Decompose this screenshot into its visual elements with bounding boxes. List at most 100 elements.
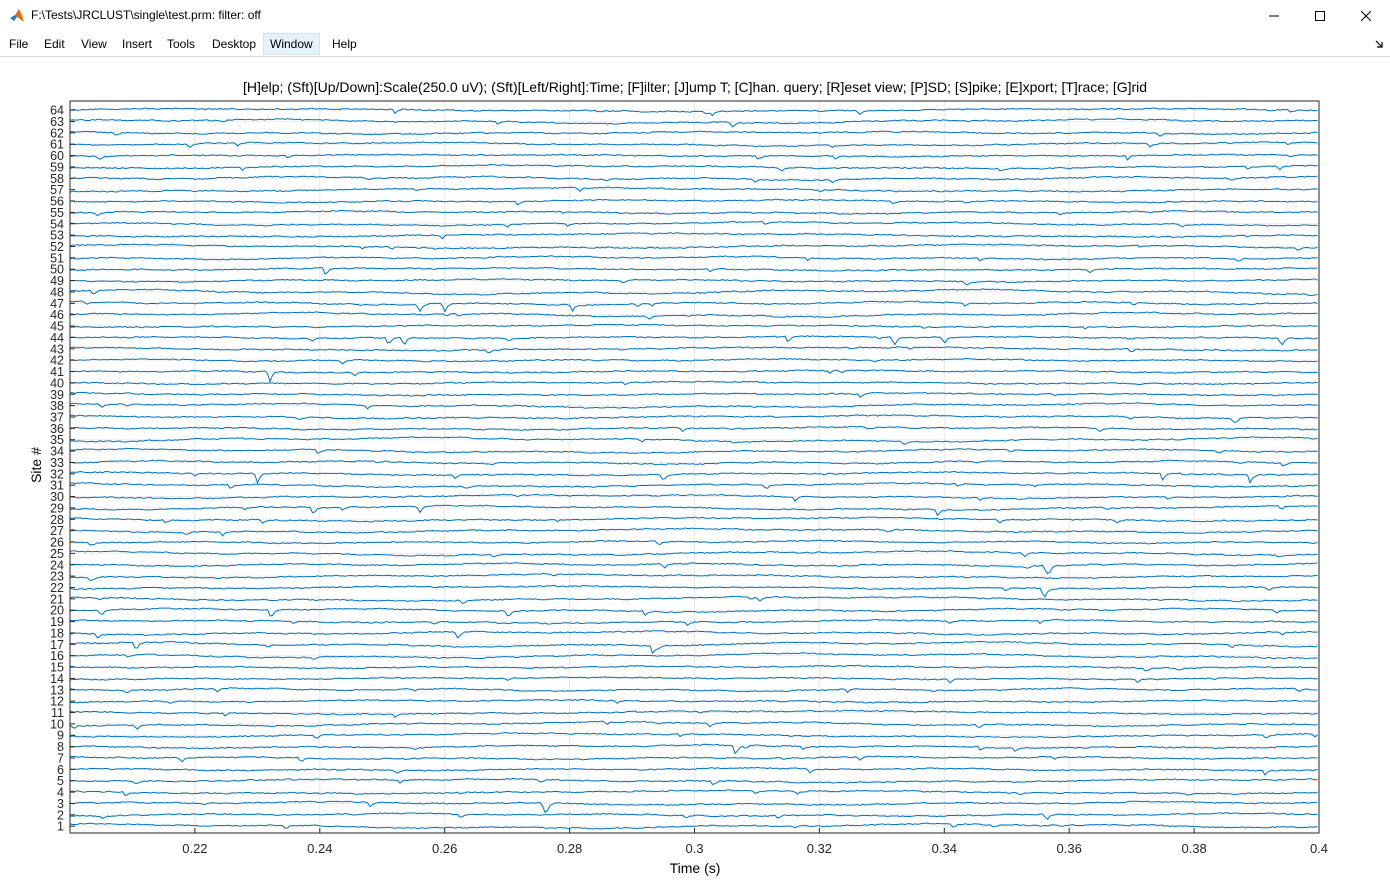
y-tick-label: 23 bbox=[50, 570, 64, 584]
trace-site-1 bbox=[69, 822, 1318, 830]
x-tick-label: 0.26 bbox=[432, 841, 457, 856]
trace-site-61 bbox=[69, 141, 1318, 149]
y-tick-label: 40 bbox=[50, 376, 64, 390]
y-tick-label: 54 bbox=[50, 217, 64, 231]
y-tick-label: 9 bbox=[57, 729, 64, 743]
x-axis-label: Time (s) bbox=[670, 860, 721, 876]
y-tick-label: 4 bbox=[57, 786, 64, 800]
menu-window[interactable]: Window bbox=[263, 33, 320, 55]
y-tick-label: 1 bbox=[57, 820, 64, 834]
trace-site-59 bbox=[69, 163, 1318, 172]
trace-site-37 bbox=[69, 414, 1318, 424]
trace-site-29 bbox=[69, 504, 1318, 517]
y-axis: 1234567891011121314151617181920212223242… bbox=[50, 104, 75, 834]
menu-help[interactable]: Help bbox=[332, 37, 357, 51]
trace-site-40 bbox=[69, 380, 1318, 386]
y-tick-label: 62 bbox=[50, 126, 64, 140]
y-tick-label: 50 bbox=[50, 263, 64, 277]
y-tick-label: 10 bbox=[50, 717, 64, 731]
trace-site-58 bbox=[69, 175, 1318, 184]
y-tick-label: 52 bbox=[50, 240, 64, 254]
trace-site-62 bbox=[69, 130, 1318, 137]
x-tick-label: 0.24 bbox=[307, 841, 332, 856]
trace-site-51 bbox=[69, 255, 1318, 262]
menu-file[interactable]: File bbox=[9, 37, 29, 51]
menu-insert[interactable]: Insert bbox=[122, 37, 153, 51]
y-tick-label: 19 bbox=[50, 615, 64, 629]
dock-arrow-icon[interactable] bbox=[1374, 39, 1384, 49]
trace-site-16 bbox=[69, 652, 1318, 660]
trace-site-20 bbox=[69, 607, 1318, 617]
maximize-button[interactable] bbox=[1297, 0, 1343, 31]
y-tick-label: 57 bbox=[50, 183, 64, 197]
trace-site-12 bbox=[69, 698, 1318, 704]
trace-plot[interactable]: [H]elp; (Sft)[Up/Down]:Scale(250.0 uV); … bbox=[0, 57, 1390, 876]
y-tick-label: 30 bbox=[50, 490, 64, 504]
y-tick-label: 64 bbox=[50, 104, 64, 118]
y-tick-label: 14 bbox=[50, 672, 64, 686]
trace-site-22 bbox=[69, 584, 1318, 598]
y-tick-label: 3 bbox=[57, 797, 64, 811]
y-tick-label: 39 bbox=[50, 388, 64, 402]
x-tick-label: 0.22 bbox=[182, 841, 207, 856]
trace-site-63 bbox=[69, 117, 1318, 128]
y-tick-label: 22 bbox=[50, 581, 64, 595]
y-tick-label: 24 bbox=[50, 558, 64, 572]
x-tick-label: 0.34 bbox=[932, 841, 957, 856]
y-tick-label: 46 bbox=[50, 308, 64, 322]
trace-site-43 bbox=[69, 346, 1318, 354]
trace-site-46 bbox=[69, 311, 1318, 320]
menu-bar: File Edit View Insert Tools Desktop Wind… bbox=[0, 31, 1390, 57]
trace-site-34 bbox=[69, 447, 1318, 455]
trace-site-8 bbox=[69, 743, 1318, 755]
x-tick-label: 0.32 bbox=[807, 841, 832, 856]
y-tick-label: 31 bbox=[50, 479, 64, 493]
menu-edit[interactable]: Edit bbox=[44, 37, 65, 51]
y-tick-label: 12 bbox=[50, 695, 64, 709]
trace-site-9 bbox=[69, 732, 1318, 739]
close-button[interactable] bbox=[1343, 0, 1389, 31]
trace-site-31 bbox=[69, 482, 1318, 489]
y-tick-label: 58 bbox=[50, 172, 64, 186]
y-tick-label: 17 bbox=[50, 638, 64, 652]
trace-site-48 bbox=[69, 288, 1318, 297]
trace-site-19 bbox=[69, 618, 1318, 627]
figure-canvas: [H]elp; (Sft)[Up/Down]:Scale(250.0 uV); … bbox=[0, 57, 1390, 876]
trace-site-42 bbox=[69, 357, 1318, 365]
trace-site-11 bbox=[69, 709, 1318, 718]
plot-title: [H]elp; (Sft)[Up/Down]:Scale(250.0 uV); … bbox=[243, 79, 1147, 95]
trace-site-28 bbox=[69, 516, 1318, 524]
menu-desktop[interactable]: Desktop bbox=[212, 37, 257, 51]
trace-site-54 bbox=[69, 221, 1318, 228]
trace-site-56 bbox=[69, 198, 1318, 206]
y-tick-label: 13 bbox=[50, 683, 64, 697]
y-tick-label: 51 bbox=[50, 251, 64, 265]
minimize-button[interactable] bbox=[1251, 0, 1297, 31]
trace-site-32 bbox=[69, 471, 1318, 485]
trace-site-49 bbox=[69, 278, 1318, 286]
y-tick-label: 2 bbox=[57, 808, 64, 822]
trace-site-35 bbox=[69, 436, 1318, 445]
trace-site-38 bbox=[69, 402, 1318, 410]
y-tick-label: 41 bbox=[50, 365, 64, 379]
trace-site-3 bbox=[69, 800, 1318, 814]
y-tick-label: 38 bbox=[50, 399, 64, 413]
y-tick-label: 28 bbox=[50, 513, 64, 527]
y-tick-label: 60 bbox=[50, 149, 64, 163]
y-tick-label: 37 bbox=[50, 410, 64, 424]
y-tick-label: 8 bbox=[57, 740, 64, 754]
y-tick-label: 49 bbox=[50, 274, 64, 288]
y-tick-label: 5 bbox=[57, 774, 64, 788]
trace-site-52 bbox=[69, 243, 1318, 251]
y-axis-label: Site # bbox=[28, 447, 44, 483]
trace-site-26 bbox=[69, 539, 1318, 546]
y-tick-label: 27 bbox=[50, 524, 64, 538]
y-tick-label: 59 bbox=[50, 160, 64, 174]
menu-tools[interactable]: Tools bbox=[167, 37, 196, 51]
trace-site-18 bbox=[69, 630, 1318, 639]
trace-site-57 bbox=[69, 186, 1318, 193]
trace-site-13 bbox=[69, 687, 1318, 694]
menu-view[interactable]: View bbox=[81, 37, 107, 51]
trace-site-30 bbox=[69, 493, 1318, 502]
y-tick-label: 6 bbox=[57, 763, 64, 777]
